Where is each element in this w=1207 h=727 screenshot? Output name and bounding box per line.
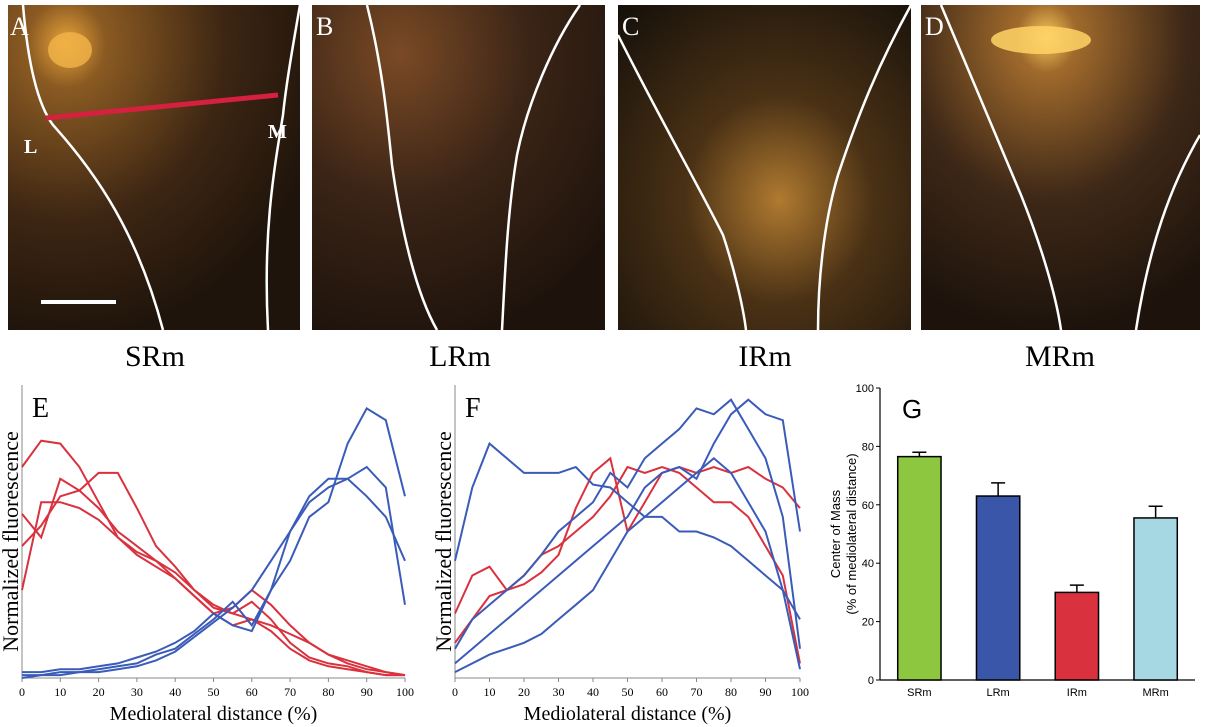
- panel-letter: B: [316, 12, 333, 41]
- photo-caption: MRm: [1025, 340, 1095, 373]
- outline: [265, 4, 302, 331]
- x-tick-label: 30: [131, 685, 143, 699]
- x-tick-label: 80: [725, 685, 737, 699]
- outline: [616, 34, 748, 331]
- x-tick-label: 90: [760, 685, 772, 699]
- series-line: [454, 456, 801, 673]
- photo-d: D: [921, 4, 1202, 331]
- photo-bg: [618, 5, 911, 330]
- series-line: [21, 439, 405, 677]
- x-tick-label: 30: [553, 685, 565, 699]
- series-line: [454, 398, 801, 665]
- glow: [48, 32, 92, 68]
- x-tick-label: 0: [452, 685, 458, 699]
- series-line: [454, 465, 801, 664]
- error-bar: [1069, 584, 1084, 593]
- outline: [939, 4, 1063, 331]
- photo-bg: [312, 5, 605, 330]
- y-tick-label: 0: [868, 675, 874, 687]
- outline: [500, 4, 582, 331]
- y-tick-label: 40: [862, 558, 874, 570]
- panel-letter: A: [10, 12, 29, 41]
- x-tick-label: 20: [93, 685, 105, 699]
- series-line: [21, 471, 405, 677]
- x-tick-label: 0: [19, 685, 25, 699]
- x-tick-label: 60: [246, 685, 258, 699]
- photo-caption: SRm: [125, 340, 185, 373]
- x-tick-label: 40: [169, 685, 181, 699]
- x-tick-label: MRm: [1142, 687, 1168, 699]
- x-tick-label: 70: [691, 685, 703, 699]
- x-tick-label: 100: [791, 685, 809, 699]
- error-bar: [1148, 505, 1163, 518]
- y-axis-label: (% of mediolateral distance): [844, 453, 859, 614]
- x-tick-label: 50: [208, 685, 220, 699]
- series-line: [22, 465, 406, 674]
- x-tick-label: 80: [322, 685, 334, 699]
- y-tick-label: 80: [862, 441, 874, 453]
- outline: [365, 4, 439, 331]
- series-line: [21, 501, 406, 677]
- photo-a: A L M: [8, 4, 302, 331]
- series-line: [21, 477, 406, 679]
- error-bar: [991, 482, 1006, 497]
- photo-panels: A L M B C D SRm LRm IRm MRm: [8, 4, 1202, 373]
- bar: [1054, 591, 1100, 681]
- panel-label: G: [902, 394, 922, 424]
- x-tick-label: 100: [396, 685, 414, 699]
- x-tick-label: 90: [361, 685, 373, 699]
- x-tick-label: 10: [54, 685, 66, 699]
- series-line: [454, 441, 801, 620]
- x-tick-label: 10: [484, 685, 496, 699]
- photo-b: B: [312, 4, 605, 331]
- x-tick-label: 40: [587, 685, 599, 699]
- panel-letter: C: [622, 12, 639, 41]
- bar: [975, 495, 1021, 681]
- x-tick-label: 70: [284, 685, 296, 699]
- bar: [896, 455, 942, 681]
- marker-label: M: [268, 121, 287, 143]
- photo-bg: [921, 5, 1200, 330]
- y-tick-label: 100: [856, 383, 874, 395]
- glow: [991, 26, 1091, 54]
- outline: [1134, 134, 1202, 331]
- error-bar: [912, 451, 927, 457]
- outline: [21, 4, 165, 331]
- x-tick-label: IRm: [1067, 687, 1087, 699]
- panel-letter: D: [925, 12, 944, 41]
- photo-c: C: [616, 4, 913, 331]
- x-tick-label: SRm: [907, 687, 931, 699]
- measure-line: [45, 92, 279, 121]
- y-axis-label: Normalized fluorescence: [431, 431, 456, 652]
- series-line: [22, 406, 406, 677]
- photo-caption: LRm: [429, 340, 491, 373]
- marker-label: L: [24, 136, 37, 158]
- y-axis-label: Center of Mass: [828, 489, 843, 578]
- y-tick-label: 60: [862, 500, 874, 512]
- x-tick-label: LRm: [987, 687, 1010, 699]
- outline: [816, 4, 913, 331]
- photo-caption: IRm: [738, 340, 791, 373]
- x-tick-label: 60: [656, 685, 668, 699]
- x-axis-label: Mediolateral distance (%): [524, 703, 732, 725]
- x-axis-label: Mediolateral distance (%): [110, 703, 318, 725]
- y-tick-label: 20: [862, 617, 874, 629]
- x-tick-label: 50: [622, 685, 634, 699]
- panel-label: E: [32, 393, 49, 424]
- bar: [1133, 517, 1179, 681]
- y-axis-label: Normalized fluorescence: [0, 431, 23, 652]
- x-tick-label: 20: [518, 685, 530, 699]
- series-line: [454, 398, 801, 650]
- panel-label: F: [465, 393, 481, 424]
